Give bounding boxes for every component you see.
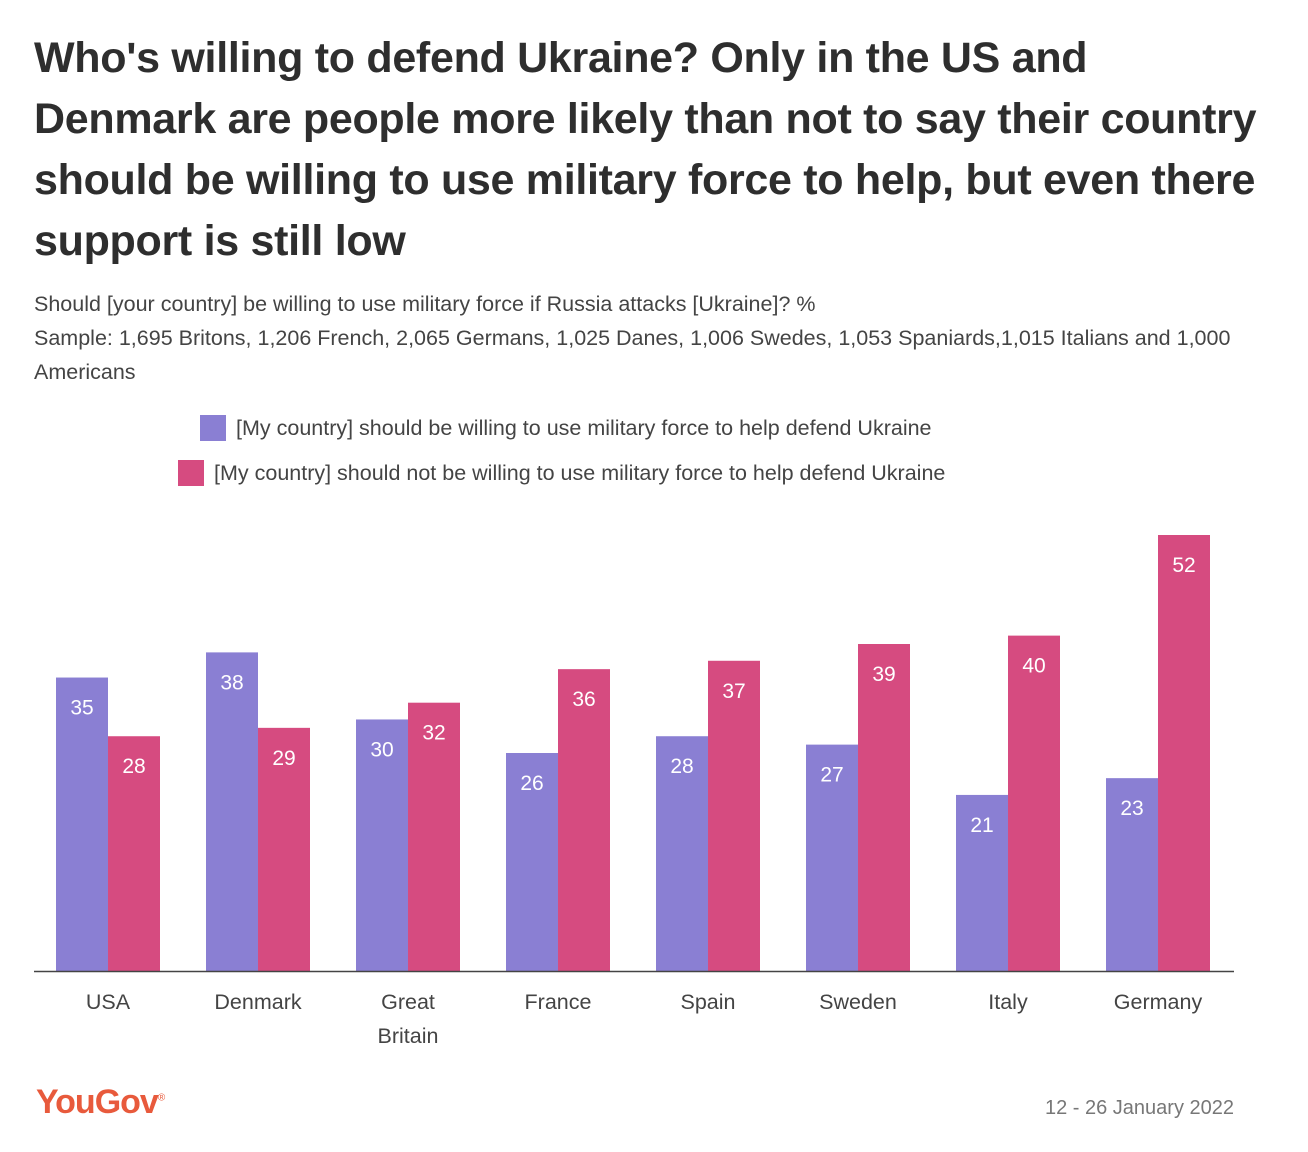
data-label-not-willing: 36 <box>572 688 595 711</box>
legend-swatch-willing <box>200 415 226 441</box>
bar-not-willing <box>558 669 610 971</box>
sample-description: Sample: 1,695 Britons, 1,206 French, 2,0… <box>34 326 1231 384</box>
legend-swatch-not-willing <box>178 460 204 486</box>
registered-mark: ® <box>157 1092 166 1104</box>
logo-text: YouGov <box>36 1083 159 1121</box>
chart-subtitle: Should [your country] be willing to use … <box>34 287 1234 389</box>
bar-willing <box>806 744 858 971</box>
bar-not-willing <box>408 702 460 971</box>
bar-not-willing <box>858 644 910 971</box>
x-tick-label: USA <box>86 990 131 1014</box>
data-label-willing: 21 <box>970 814 993 837</box>
legend-item-willing: [My country] should be willing to use mi… <box>200 415 932 441</box>
data-label-willing: 26 <box>520 772 543 795</box>
data-label-willing: 38 <box>220 671 243 694</box>
data-label-not-willing: 40 <box>1022 655 1045 678</box>
x-tick-label: Britain <box>378 1024 439 1048</box>
data-label-willing: 28 <box>670 755 693 778</box>
data-label-not-willing: 52 <box>1172 554 1195 577</box>
legend-item-not-willing: [My country] should not be willing to us… <box>178 460 945 486</box>
bar-not-willing <box>258 727 310 971</box>
data-label-willing: 30 <box>370 738 393 761</box>
x-tick-label: Italy <box>988 990 1028 1014</box>
data-label-willing: 23 <box>1120 797 1143 820</box>
legend-label-willing: [My country] should be willing to use mi… <box>236 415 932 440</box>
bar-willing <box>506 753 558 971</box>
x-tick-label: Great <box>381 990 435 1014</box>
x-tick-label: France <box>525 990 592 1014</box>
bar-willing <box>656 736 708 971</box>
bar-willing <box>1106 778 1158 971</box>
data-label-not-willing: 29 <box>272 747 295 770</box>
legend-label-not-willing: [My country] should not be willing to us… <box>214 460 946 485</box>
data-label-not-willing: 32 <box>422 722 445 745</box>
bar-willing <box>356 719 408 971</box>
x-tick-label: Germany <box>1114 990 1203 1014</box>
x-tick-label: Sweden <box>819 990 897 1014</box>
survey-question: Should [your country] be willing to use … <box>34 292 816 316</box>
chart-title: Who's willing to defend Ukraine? Only in… <box>34 34 1257 265</box>
data-label-not-willing: 28 <box>122 755 145 778</box>
bar-willing <box>56 677 108 971</box>
data-label-willing: 27 <box>820 764 843 787</box>
data-label-not-willing: 37 <box>722 680 745 703</box>
bar-willing <box>956 794 1008 971</box>
bar-not-willing <box>1008 635 1060 971</box>
data-label-not-willing: 39 <box>872 663 895 686</box>
x-tick-label: Spain <box>681 990 736 1014</box>
yougov-logo[interactable]: YouGov® <box>36 1083 165 1122</box>
bar-chart: 35 28 USA 38 29 Denmark 30 32 Great Britain 26 36 Fr… <box>34 535 1234 1048</box>
bar-not-willing <box>708 660 760 971</box>
bar-not-willing <box>1158 535 1210 971</box>
survey-date: 12 - 26 January 2022 <box>1044 1097 1234 1119</box>
bar-willing <box>206 652 258 971</box>
data-label-willing: 35 <box>70 697 93 720</box>
x-tick-label: Denmark <box>214 990 301 1014</box>
bar-not-willing <box>108 736 160 971</box>
